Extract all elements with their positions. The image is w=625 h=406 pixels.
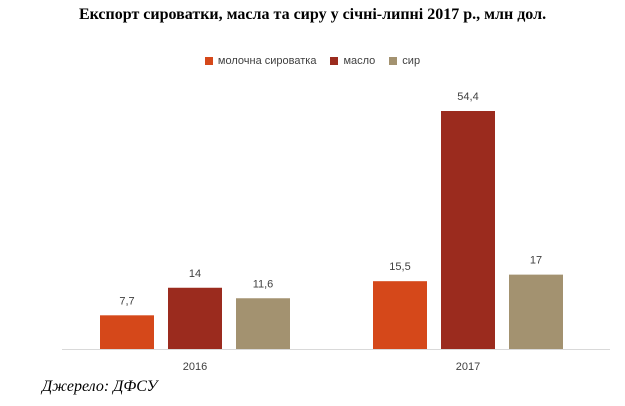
bar-2016-1 [100,315,154,349]
data-label-2016-3: 11,6 [253,278,274,290]
data-label-2017-1: 15,5 [389,261,410,273]
bar-2017-2 [441,111,495,349]
data-label-2016-1: 7,7 [119,295,134,307]
legend-swatch-butter [330,57,339,65]
legend-item-whey: молочна сироватка [204,55,317,67]
bar-2017-1 [373,281,427,349]
legend-item-butter: масло [330,55,375,67]
legend-swatch-whey [204,57,213,65]
source-note: Джерело: ДФСУ [42,378,158,395]
legend-label-cheese: сир [402,55,421,67]
legend: молочна сироватка масло сир [0,55,625,67]
bar-2017-3 [509,274,563,349]
chart-title: Експорт сироватки, масла та сиру у січні… [78,6,547,23]
data-label-2017-2: 54,4 [457,91,478,103]
bar-2016-2 [168,287,222,349]
x-tick-label-2016: 2016 [183,361,207,373]
legend-swatch-cheese [389,57,398,65]
data-label-2016-2: 14 [189,268,201,280]
x-tick-label-2017: 2017 [456,361,480,373]
legend-item-cheese: сир [389,55,420,67]
legend-label-whey: молочна сироватка [217,55,317,67]
legend-label-butter: масло [343,55,376,67]
bar-2016-3 [236,298,290,349]
data-label-2017-3: 17 [530,255,542,267]
